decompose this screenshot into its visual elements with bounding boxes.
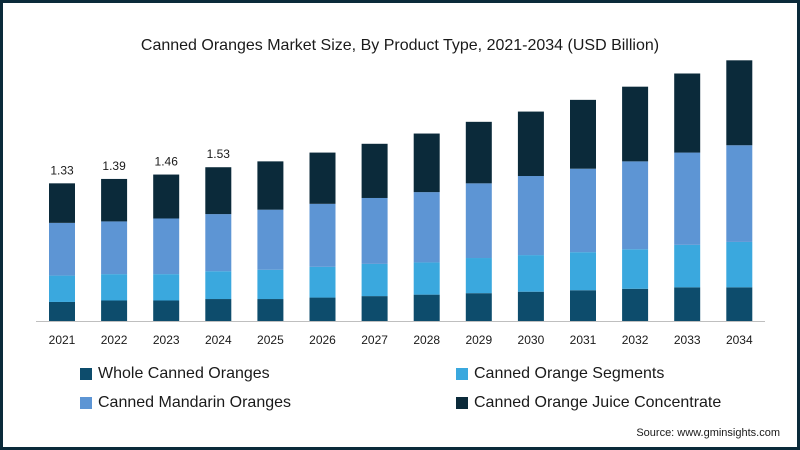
bar-segment-2028-1 — [413, 294, 440, 321]
bar-segment-2026-1 — [309, 297, 336, 321]
legend-item-segments: Canned Orange Segments — [456, 365, 664, 383]
x-tick-label-2024: 2024 — [205, 333, 232, 347]
total-label-2024: 1.53 — [207, 147, 231, 161]
total-label-2021: 1.33 — [50, 163, 74, 177]
legend-item-mandarin: Canned Mandarin Oranges — [80, 394, 291, 412]
bar-segment-2031-3 — [570, 168, 596, 253]
x-tick-label-2023: 2023 — [153, 333, 180, 347]
bar-segment-2029-1 — [465, 293, 492, 321]
x-tick-label-2034: 2034 — [726, 333, 753, 347]
bar-segment-2021-4 — [49, 183, 75, 223]
x-tick-label-2030: 2030 — [518, 333, 545, 347]
bar-segment-2027-1 — [361, 296, 388, 321]
bar-segment-2022-1 — [101, 300, 128, 321]
bar-segment-2029-3 — [465, 183, 492, 259]
bar-segment-2024-1 — [205, 299, 232, 321]
legend-item-whole: Whole Canned Oranges — [80, 365, 270, 383]
bar-segment-2034-2 — [726, 241, 753, 288]
legend-label-whole: Whole Canned Oranges — [98, 365, 270, 382]
legend-label-juice: Canned Orange Juice Concentrate — [474, 394, 722, 411]
bar-segment-2022-2 — [101, 274, 128, 301]
bar-segment-2026-4 — [309, 152, 336, 204]
chart-title: Canned Oranges Market Size, By Product T… — [140, 37, 660, 54]
bar-segment-2032-2 — [622, 249, 649, 289]
bar-segment-2023-1 — [153, 300, 180, 321]
bar-segment-2034-4 — [726, 60, 753, 146]
bar-segment-2026-3 — [309, 203, 336, 267]
total-label-2022: 1.39 — [102, 159, 126, 173]
x-tick-label-2025: 2025 — [257, 333, 284, 347]
x-tick-label-2027: 2027 — [361, 333, 388, 347]
bar-segment-2024-4 — [205, 167, 232, 215]
bar-segment-2022-4 — [101, 178, 128, 222]
bar-segment-2028-3 — [413, 192, 440, 263]
bar-segment-2032-4 — [622, 86, 649, 162]
bar-segment-2027-2 — [361, 263, 388, 297]
bar-segment-2025-4 — [257, 161, 284, 210]
legend-label-mandarin: Canned Mandarin Oranges — [98, 394, 292, 411]
x-tick-label-2028: 2028 — [413, 333, 440, 347]
bar-segment-2025-3 — [257, 209, 284, 270]
bar-segment-2028-4 — [413, 133, 440, 193]
bar-segment-2034-3 — [726, 145, 753, 242]
total-label-2023: 1.46 — [155, 155, 179, 169]
x-tick-label-2029: 2029 — [465, 333, 492, 347]
legend-swatch-mandarin — [80, 397, 92, 409]
bar-segment-2023-4 — [153, 174, 180, 219]
bar-segment-2033-2 — [674, 244, 701, 288]
bar-segment-2031-1 — [570, 290, 596, 321]
bar-segment-2021-3 — [49, 222, 75, 276]
source-note: Source: www.gminsights.com — [636, 427, 780, 439]
bar-segment-2029-4 — [465, 121, 492, 184]
bar-segment-2023-3 — [153, 218, 180, 275]
legend-label-segments: Canned Orange Segments — [474, 365, 665, 382]
bar-segment-2030-1 — [517, 291, 544, 321]
bar-segment-2025-1 — [257, 299, 284, 321]
bar-segment-2032-3 — [622, 161, 649, 250]
legend-item-juice: Canned Orange Juice Concentrate — [456, 394, 721, 412]
x-tick-label-2031: 2031 — [570, 333, 597, 347]
bar-segment-2022-3 — [101, 221, 128, 275]
bar-segment-2021-2 — [49, 275, 75, 302]
x-tick-label-2032: 2032 — [622, 333, 649, 347]
legend-swatch-whole — [80, 368, 92, 380]
bar-segment-2021-1 — [49, 301, 75, 321]
legend-swatch-segments — [456, 368, 468, 380]
x-tick-label-2021: 2021 — [49, 333, 76, 347]
bar-segment-2030-3 — [517, 176, 544, 256]
bar-segment-2033-1 — [674, 287, 701, 321]
bar-segment-2033-3 — [674, 152, 701, 245]
x-tick-label-2026: 2026 — [309, 333, 336, 347]
bar-segment-2024-2 — [205, 271, 232, 300]
bar-segment-2031-4 — [570, 99, 596, 169]
x-tick-label-2033: 2033 — [674, 333, 701, 347]
bar-segment-2034-1 — [726, 287, 753, 321]
bar-segment-2030-2 — [517, 255, 544, 292]
bar-segment-2026-2 — [309, 266, 336, 298]
bar-segment-2023-2 — [153, 274, 180, 301]
bar-segment-2031-2 — [570, 252, 596, 291]
bar-segment-2033-4 — [674, 73, 701, 153]
bar-segment-2028-2 — [413, 262, 440, 295]
bar-segment-2025-2 — [257, 269, 284, 300]
bar-segment-2024-3 — [205, 214, 232, 272]
x-tick-label-2022: 2022 — [101, 333, 128, 347]
bar-segment-2029-2 — [465, 258, 492, 294]
bar-segment-2027-4 — [361, 143, 388, 198]
legend-swatch-juice — [456, 397, 468, 409]
bar-segment-2030-4 — [517, 111, 544, 177]
bar-segment-2032-1 — [622, 288, 649, 321]
bar-segment-2027-3 — [361, 197, 388, 264]
